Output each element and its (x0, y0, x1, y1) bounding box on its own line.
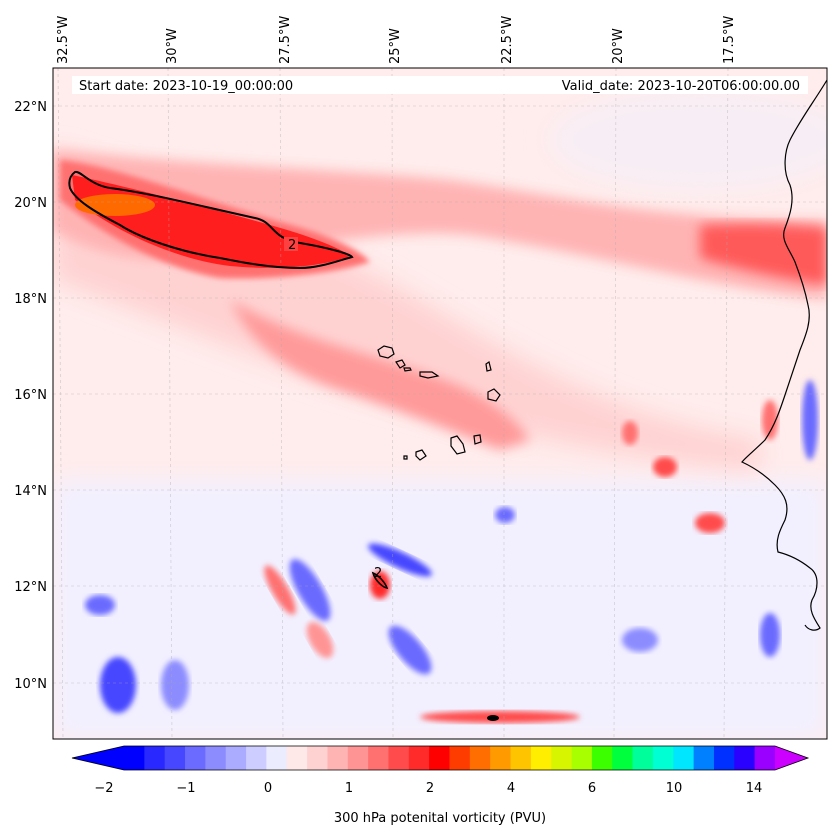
red-anomaly-5 (622, 421, 638, 445)
colorbar-segment (368, 746, 389, 770)
colorbar-tick: 6 (588, 781, 596, 796)
colorbar-segment (612, 746, 634, 770)
red-anomaly-6 (762, 400, 778, 440)
colorbar: −2 −1 0 1 2 4 6 10 14 300 hPa potenital … (71, 745, 810, 826)
lat-label: 10°N (14, 677, 47, 692)
lat-label: 12°N (14, 580, 47, 595)
pv-map-panel: 2 2 (52, 67, 828, 740)
colorbar-segment (734, 746, 756, 770)
colorbar-segment (266, 746, 288, 770)
colorbar-segment (185, 746, 206, 770)
contour-label-bg (284, 237, 298, 251)
lat-label: 18°N (14, 292, 47, 307)
colorbar-segment (551, 746, 573, 770)
red-anomaly-2 (264, 565, 296, 615)
blue-anomaly-9 (760, 613, 780, 657)
colorbar-tick: −1 (176, 781, 195, 796)
blue-anomaly-3 (85, 595, 115, 615)
colorbar-segment (246, 746, 267, 770)
colorbar-segment (144, 746, 166, 770)
blue-anomaly-8 (802, 380, 818, 460)
colorbar-segment (164, 746, 186, 770)
colorbar-tick: −2 (94, 781, 113, 796)
lat-label: 22°N (14, 100, 47, 115)
colorbar-tick: 2 (426, 781, 434, 796)
colorbar-label: 300 hPa potenital vorticity (PVU) (334, 811, 546, 826)
colorbar-segment (449, 746, 471, 770)
colorbar-tick: 1 (345, 781, 353, 796)
colorbar-segment (205, 746, 227, 770)
colorbar-segment (469, 746, 491, 770)
colorbar-segment (713, 746, 735, 770)
jet-band (53, 150, 827, 300)
blue-anomaly-5 (368, 543, 432, 577)
blue-anomaly-4 (289, 559, 331, 621)
colorbar-segments (124, 746, 776, 770)
colorbar-segment (673, 746, 695, 770)
colorbar-segment (307, 746, 328, 770)
colorbar-segment (225, 746, 247, 770)
colorbar-segment (652, 746, 674, 770)
valid-date: Valid_date: 2023-10-20T06:00:00.00 (562, 79, 800, 94)
blue-anomaly-2 (161, 660, 189, 710)
longitude-labels: 32.5°W 30°W 27.5°W 25°W 22.5°W 20°W 17.5… (56, 16, 737, 64)
colorbar-outline (71, 745, 810, 771)
colorbar-segment (490, 746, 512, 770)
colorbar-segment (124, 746, 145, 770)
african-coastline (741, 79, 827, 631)
colorbar-segment (754, 746, 776, 770)
secondary-streamer (230, 300, 530, 450)
blue-anomaly-7 (622, 628, 658, 652)
colorbar-segment (632, 746, 654, 770)
colorbar-tick: 10 (666, 781, 683, 796)
colorbar-segment (571, 746, 593, 770)
blue-anomaly-10 (495, 507, 515, 523)
blue-anomaly-1 (100, 657, 136, 713)
colorbar-segment (591, 746, 613, 770)
colorbar-segment (408, 746, 430, 770)
latitude-labels: 22°N 20°N 18°N 16°N 14°N 12°N 10°N (14, 100, 47, 692)
contour-label: 2 (288, 238, 296, 253)
colorbar-ticks: −2 −1 0 1 2 4 6 10 14 (94, 781, 762, 796)
colorbar-tick: 14 (746, 781, 763, 796)
colorbar-segment (693, 746, 715, 770)
contour-label-small: 2 (374, 566, 382, 581)
lat-label: 14°N (14, 484, 47, 499)
colorbar-segment (429, 746, 450, 770)
pv-contour-2-small (371, 571, 389, 590)
cabo-verde-islands (377, 345, 501, 461)
colorbar-segment (388, 746, 410, 770)
gridlines (53, 68, 827, 739)
header-bg (72, 76, 808, 94)
colorbar-segment (510, 746, 532, 770)
lon-label: 27.5°W (278, 16, 293, 64)
pv-max-south (487, 715, 499, 721)
red-anomaly-3 (695, 513, 725, 533)
colorbar-over-arrow (775, 746, 808, 770)
lat-label: 20°N (14, 196, 47, 211)
colorbar-segment (530, 746, 552, 770)
lat-label: 16°N (14, 388, 47, 403)
red-anomaly-4 (653, 457, 677, 477)
jet-band-core (700, 223, 827, 285)
colorbar-tick: 4 (507, 781, 515, 796)
red-band-south (420, 711, 580, 723)
lon-label: 32.5°W (56, 16, 71, 64)
colorbar-segment (286, 746, 308, 770)
blue-anomaly-6 (388, 625, 432, 675)
colorbar-segment (347, 746, 369, 770)
lon-label: 22.5°W (500, 16, 515, 64)
lon-label: 25°W (388, 28, 403, 64)
red-anomaly-7 (306, 621, 334, 659)
lon-label: 30°W (165, 28, 180, 64)
lon-label: 20°W (611, 28, 626, 64)
lon-label: 17.5°W (722, 16, 737, 64)
colorbar-segment (327, 746, 349, 770)
start-date: Start date: 2023-10-19_00:00:00 (79, 79, 293, 94)
northeast-low-pv-patch (550, 90, 827, 190)
colorbar-under-arrow (72, 746, 124, 770)
map-frame (52, 67, 828, 740)
pv-contour-2 (68, 170, 354, 270)
colorbar-tick: 0 (264, 781, 272, 796)
